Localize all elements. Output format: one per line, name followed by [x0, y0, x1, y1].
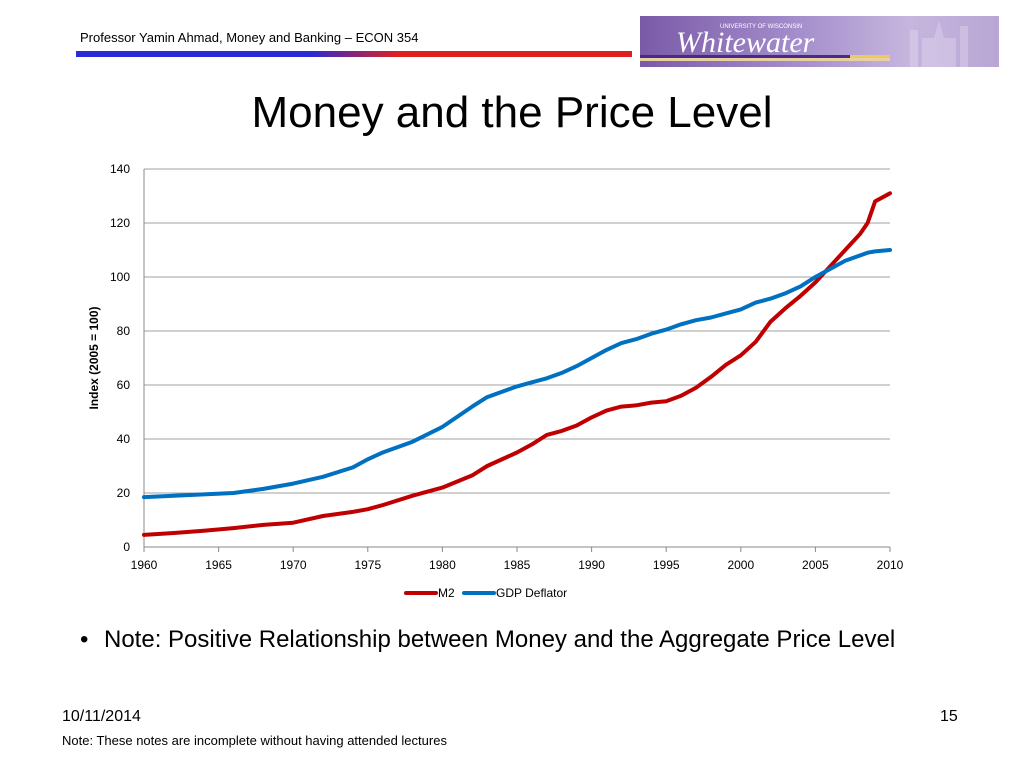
x-tick-label: 2005 [802, 558, 829, 572]
chart-series [142, 191, 892, 537]
bullet-text: Note: Positive Relationship between Mone… [104, 626, 896, 653]
logo-graphic: UNIVERSITY OF WISCONSIN Whitewater [676, 20, 968, 67]
x-tick-label: 1960 [131, 558, 158, 572]
university-logo: UNIVERSITY OF WISCONSIN Whitewater [640, 16, 999, 67]
y-tick-label: 120 [110, 216, 130, 230]
chart-legend: M2 GDP Deflator [404, 586, 567, 600]
header-text: Professor Yamin Ahmad, Money and Banking… [80, 30, 419, 45]
header-bar [76, 51, 632, 57]
x-tick-label: 1965 [205, 558, 232, 572]
y-tick-label: 140 [110, 162, 130, 176]
x-tick-label: 1990 [578, 558, 605, 572]
logo-small-text: UNIVERSITY OF WISCONSIN [720, 24, 802, 30]
footer-date: 10/11/2014 [62, 708, 141, 725]
x-tick-label: 2000 [727, 558, 754, 572]
building-silhouette [910, 20, 968, 67]
y-tick-label: 40 [117, 432, 131, 446]
y-tick-label: 100 [110, 270, 130, 284]
x-tick-label: 1975 [354, 558, 381, 572]
x-tick-label: 1980 [429, 558, 456, 572]
x-axis-ticks: 1960 1965 1970 1975 1980 1985 1990 1995 2000 2005… [131, 547, 904, 572]
y-axis-label: Index (2005 = 100) [87, 306, 101, 409]
logo-main-text: Whitewater [676, 26, 815, 59]
footer-note: Note: These notes are incomplete without… [62, 733, 447, 748]
bullet-point: • Note: Positive Relationship between Mo… [80, 624, 910, 655]
y-tick-label: 20 [117, 486, 131, 500]
y-tick-label: 80 [117, 324, 131, 338]
y-axis-ticks: 0 20 40 60 80 100 120 140 [110, 162, 130, 554]
legend-label: M2 [438, 586, 455, 600]
x-tick-label: 1985 [504, 558, 531, 572]
x-tick-label: 1970 [280, 558, 307, 572]
legend-label: GDP Deflator [496, 586, 567, 600]
logo-stripes [640, 55, 999, 61]
y-tick-label: 0 [123, 540, 130, 554]
x-tick-label: 1995 [653, 558, 680, 572]
page-title: Money and the Price Level [251, 88, 773, 137]
x-tick-label: 2010 [877, 558, 904, 572]
series-line-gdp-deflator [142, 248, 892, 500]
series-line-m2 [142, 191, 892, 537]
slide-number: 15 [940, 708, 958, 725]
bullet-dot: • [80, 626, 89, 653]
y-tick-label: 60 [117, 378, 131, 392]
